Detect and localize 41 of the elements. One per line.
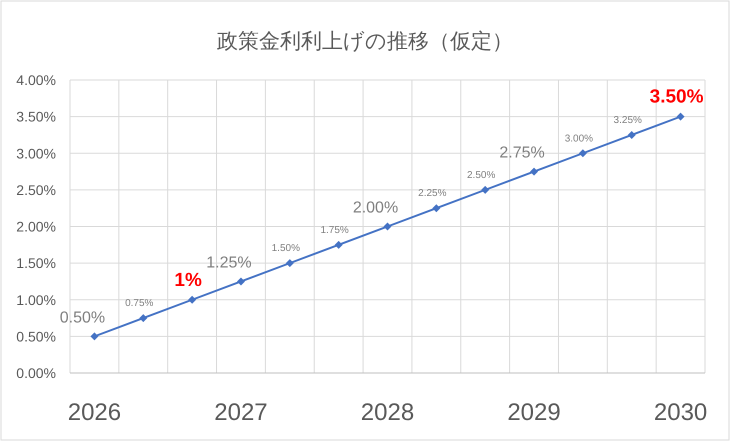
y-tick-label: 1.50% bbox=[16, 255, 56, 272]
data-label: 1.75% bbox=[320, 224, 349, 236]
point bbox=[578, 149, 587, 158]
data-label: 2.75% bbox=[499, 144, 545, 162]
point bbox=[481, 186, 490, 194]
x-tick-label: 2030 bbox=[654, 399, 708, 426]
point bbox=[139, 314, 148, 322]
data-label: 3.00% bbox=[564, 133, 594, 144]
y-tick-label: 3.50% bbox=[16, 108, 56, 125]
data-label: 1.50% bbox=[272, 243, 300, 254]
data-label: 0.50% bbox=[60, 309, 106, 326]
chart-title: 政策金利利上げの推移（仮定） bbox=[217, 30, 513, 53]
data-label: 3.25% bbox=[614, 114, 642, 126]
annotation: 3.50% bbox=[650, 86, 704, 108]
data-label: 2.00% bbox=[352, 200, 398, 216]
point bbox=[384, 222, 392, 230]
data-label: 2.50% bbox=[467, 170, 496, 181]
point bbox=[90, 332, 98, 340]
point bbox=[676, 112, 685, 121]
point bbox=[530, 168, 538, 176]
data-label: 0.75% bbox=[125, 298, 154, 310]
x-tick-label: 2027 bbox=[214, 399, 268, 426]
x-tick-label: 2029 bbox=[507, 399, 561, 426]
y-tick-label: 4.00% bbox=[16, 72, 56, 88]
x-tick-label: 2026 bbox=[68, 399, 122, 426]
point bbox=[188, 296, 196, 304]
y-tick-label: 2.00% bbox=[16, 218, 56, 234]
y-tick-label: 2.50% bbox=[16, 182, 56, 198]
data-label: 1.25% bbox=[206, 254, 252, 272]
y-tick-label: 1.00% bbox=[16, 292, 56, 308]
y-tick-label: 0.50% bbox=[16, 328, 56, 344]
y-tick-label: 0.00% bbox=[16, 365, 56, 381]
point bbox=[432, 204, 440, 212]
point bbox=[628, 130, 636, 139]
y-tick-label: 3.00% bbox=[16, 145, 56, 162]
point bbox=[334, 240, 343, 249]
data-label: 2.25% bbox=[418, 188, 447, 200]
point bbox=[286, 259, 294, 268]
point bbox=[236, 277, 245, 286]
x-tick-label: 2028 bbox=[360, 399, 414, 426]
annotation: 1% bbox=[174, 270, 202, 291]
